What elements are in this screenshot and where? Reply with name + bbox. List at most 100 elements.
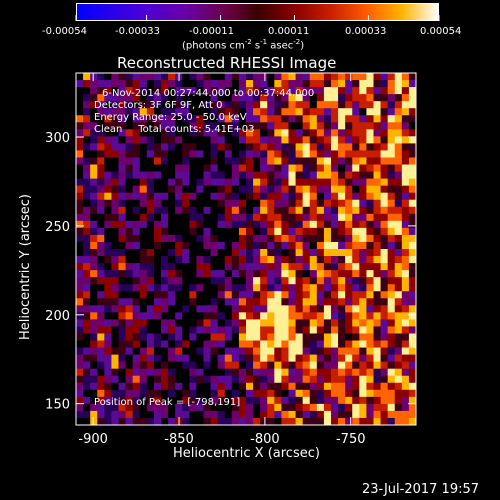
heatmap-cell bbox=[132, 220, 141, 229]
heatmap-cell bbox=[224, 220, 233, 229]
heatmap-cell bbox=[111, 368, 119, 377]
heatmap-cell bbox=[331, 157, 339, 165]
heatmap-cell bbox=[161, 213, 169, 222]
heatmap-cell bbox=[175, 333, 183, 341]
heatmap-cell bbox=[196, 80, 204, 88]
heatmap-cell bbox=[182, 326, 190, 334]
heatmap-cell bbox=[323, 396, 332, 405]
heatmap-cell bbox=[316, 157, 325, 165]
heatmap-cell bbox=[161, 347, 169, 355]
heatmap-cell bbox=[302, 319, 311, 327]
heatmap-cell bbox=[196, 94, 204, 102]
heatmap-cell bbox=[394, 157, 403, 165]
heatmap-cell bbox=[196, 333, 204, 341]
heatmap-cell bbox=[203, 410, 211, 419]
heatmap-cell bbox=[168, 157, 176, 165]
heatmap-cell bbox=[132, 389, 141, 398]
heatmap-cell bbox=[281, 115, 289, 123]
heatmap-cell bbox=[387, 234, 396, 243]
heatmap-cell bbox=[189, 108, 197, 116]
heatmap-cell bbox=[175, 319, 183, 327]
heatmap-cell bbox=[331, 150, 339, 158]
heatmap-cell bbox=[97, 389, 105, 398]
heatmap-cell bbox=[295, 284, 304, 292]
heatmap-cell bbox=[210, 108, 219, 116]
heatmap-cell bbox=[132, 319, 141, 327]
heatmap-cell bbox=[359, 122, 367, 130]
heatmap-cell bbox=[288, 150, 296, 158]
heatmap-cell bbox=[267, 143, 275, 151]
heatmap-cell bbox=[281, 227, 289, 236]
heatmap-cell bbox=[338, 340, 346, 348]
heatmap-cell bbox=[387, 375, 396, 384]
heatmap-cell bbox=[260, 375, 268, 384]
heatmap-cell bbox=[345, 403, 353, 412]
heatmap-cell bbox=[323, 227, 332, 236]
heatmap-cell bbox=[111, 150, 119, 158]
heatmap-cell bbox=[260, 206, 268, 215]
heatmap-cell bbox=[380, 199, 389, 208]
heatmap-cell bbox=[132, 227, 141, 236]
heatmap-cell bbox=[153, 263, 162, 271]
heatmap-cell bbox=[132, 178, 141, 187]
heatmap-cell bbox=[182, 178, 190, 187]
heatmap-cell bbox=[76, 234, 84, 243]
heatmap-cell bbox=[175, 206, 183, 215]
heatmap-cell bbox=[196, 291, 204, 299]
heatmap-cell bbox=[246, 192, 254, 201]
heatmap-cell bbox=[373, 389, 381, 398]
heatmap-cell bbox=[408, 368, 417, 377]
heatmap-cell bbox=[302, 249, 311, 257]
heatmap-cell bbox=[90, 389, 98, 398]
heatmap-cell bbox=[196, 277, 204, 285]
heatmap-cell bbox=[359, 157, 367, 165]
heatmap-cell bbox=[373, 305, 381, 313]
heatmap-cell bbox=[366, 284, 374, 292]
heatmap-cell bbox=[302, 234, 311, 243]
heatmap-cell bbox=[104, 389, 112, 398]
heatmap-cell bbox=[394, 263, 403, 271]
heatmap-cell bbox=[401, 157, 410, 165]
heatmap-cell bbox=[224, 87, 233, 95]
heatmap-cell bbox=[359, 256, 367, 264]
heatmap-cell bbox=[331, 375, 339, 384]
heatmap-cell bbox=[380, 108, 389, 116]
heatmap-cell bbox=[366, 396, 374, 405]
heatmap-cell bbox=[231, 227, 240, 236]
heatmap-cell bbox=[316, 277, 325, 285]
heatmap-cell bbox=[380, 143, 389, 151]
heatmap-cell bbox=[76, 129, 84, 137]
heatmap-cell bbox=[288, 382, 296, 391]
heatmap-cell bbox=[267, 150, 275, 158]
heatmap-cell bbox=[217, 234, 226, 243]
heatmap-cell bbox=[238, 101, 247, 109]
heatmap-cell bbox=[401, 178, 410, 187]
heatmap-cell bbox=[210, 417, 219, 426]
heatmap-cell bbox=[161, 396, 169, 405]
heatmap-cell bbox=[345, 375, 353, 384]
heatmap-cell bbox=[281, 333, 289, 341]
heatmap-cell bbox=[338, 305, 346, 313]
heatmap-cell bbox=[345, 87, 353, 95]
heatmap-cell bbox=[132, 354, 141, 363]
heatmap-cell bbox=[408, 185, 417, 194]
heatmap-cell bbox=[401, 80, 410, 88]
heatmap-cell bbox=[373, 108, 381, 116]
heatmap-cell bbox=[281, 389, 289, 398]
heatmap-cell bbox=[345, 368, 353, 377]
heatmap-cell bbox=[331, 73, 339, 81]
heatmap-cell bbox=[253, 94, 261, 102]
heatmap-cell bbox=[316, 305, 325, 313]
heatmap-cell bbox=[309, 171, 318, 179]
heatmap-cell bbox=[281, 108, 289, 116]
heatmap-cell bbox=[224, 122, 233, 130]
heatmap-cell bbox=[253, 417, 261, 426]
heatmap-cell bbox=[118, 347, 126, 355]
heatmap-cell bbox=[125, 403, 134, 412]
heatmap-cell bbox=[345, 192, 353, 201]
heatmap-cell bbox=[316, 312, 325, 320]
heatmap-cell bbox=[260, 122, 268, 130]
heatmap-cell bbox=[111, 389, 119, 398]
heatmap-cell bbox=[238, 213, 247, 222]
heatmap-cell bbox=[323, 270, 332, 278]
